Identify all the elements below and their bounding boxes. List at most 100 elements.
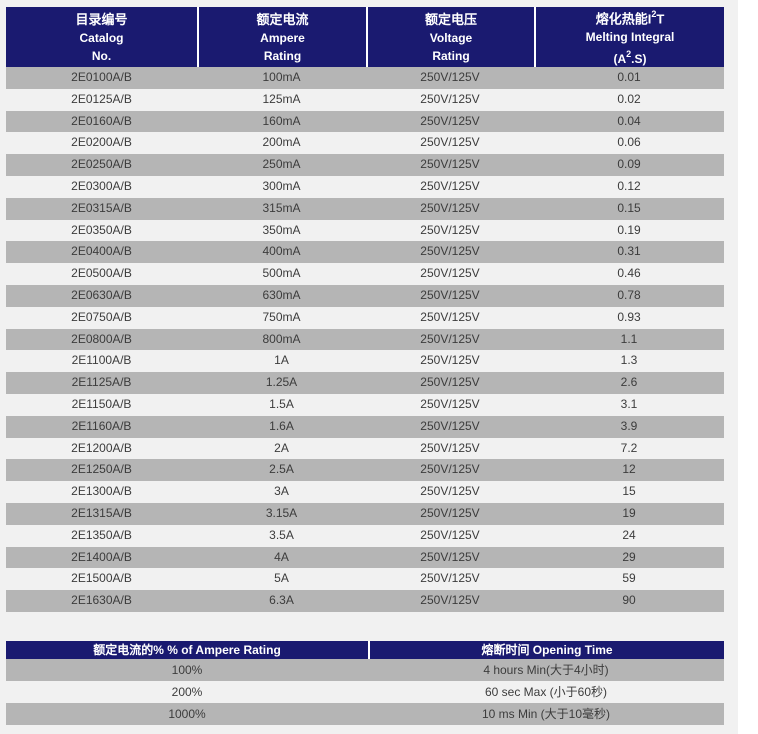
- header-catalog-en1: Catalog: [79, 30, 124, 45]
- cell-ampere-rating: 500mA: [262, 266, 301, 281]
- fuse-spec-table-header: 目录编号 Catalog No. 额定电流 Ampere Rating 额定电压…: [6, 7, 724, 67]
- cell-voltage-rating: 250V/125V: [420, 375, 480, 390]
- cell-catalog-no: 2E1350A/B: [71, 527, 132, 542]
- cell-voltage-rating: 250V/125V: [420, 462, 480, 477]
- table-row: 2E1125A/B 1.25A 250V/125V 2.6: [6, 372, 724, 394]
- table-row: 2E0315A/B 315mA 250V/125V 0.15: [6, 197, 724, 220]
- table-row: 2E0750A/B 750mA 250V/125V 0.93: [6, 306, 724, 329]
- cell-ampere-rating: 1.5A: [269, 396, 294, 411]
- cell-melting-integral: 3.1: [620, 396, 638, 411]
- header-melting-en2: (A2.S): [613, 49, 647, 67]
- cell-catalog-no: 2E1200A/B: [71, 440, 132, 455]
- table-row: 2E0100A/B 100mA 250V/125V 0.01: [6, 67, 724, 89]
- cell-opening-time: 60 sec Max (小于60秒): [484, 684, 608, 699]
- cell-ampere-rating: 1.6A: [269, 418, 294, 433]
- cell-catalog-no: 2E0125A/B: [71, 91, 132, 106]
- cell-catalog-no: 2E0250A/B: [71, 157, 132, 172]
- cell-catalog-no: 2E0400A/B: [71, 244, 132, 259]
- cell-melting-integral: 0.09: [617, 157, 641, 172]
- header-voltage-en1: Voltage: [429, 30, 473, 45]
- header-ampere-en2: Rating: [263, 48, 302, 63]
- cell-catalog-no: 2E0300A/B: [71, 178, 132, 193]
- cell-melting-integral: 0.19: [617, 222, 641, 237]
- cell-melting-integral: 15: [622, 484, 636, 499]
- cell-melting-integral: 0.78: [617, 287, 641, 302]
- cell-voltage-rating: 250V/125V: [420, 309, 480, 324]
- cell-melting-integral: 3.9: [620, 418, 638, 433]
- header-catalog-en2: No.: [91, 48, 112, 63]
- cell-melting-integral: 0.12: [617, 178, 641, 193]
- table-row: 2E1150A/B 1.5A 250V/125V 3.1: [6, 393, 724, 416]
- header-melting-cn: 熔化热能I2T: [595, 8, 665, 27]
- cell-melting-integral: 59: [622, 571, 636, 586]
- cell-ampere-rating: 750mA: [262, 309, 301, 324]
- cell-melting-integral: 0.93: [617, 309, 641, 324]
- cell-ampere-rating: 3.5A: [269, 527, 294, 542]
- cell-catalog-no: 2E1150A/B: [71, 396, 132, 411]
- cell-voltage-rating: 250V/125V: [420, 135, 480, 150]
- cell-opening-time: 4 hours Min(大于4小时): [483, 662, 609, 677]
- header-voltage-rating: 额定电压 Voltage Rating: [366, 7, 534, 67]
- table-row: 2E1300A/B 3A 250V/125V 15: [6, 481, 724, 503]
- cell-catalog-no: 2E1400A/B: [71, 549, 132, 564]
- cell-melting-integral: 0.46: [617, 266, 641, 281]
- cell-voltage-rating: 250V/125V: [420, 418, 480, 433]
- cell-voltage-rating: 250V/125V: [420, 157, 480, 172]
- cell-catalog-no: 2E0500A/B: [71, 266, 132, 281]
- fuse-spec-table-body: 2E0100A/B 100mA 250V/125V 0.01 2E0125A/B…: [6, 67, 724, 612]
- cell-voltage-rating: 250V/125V: [420, 200, 480, 215]
- cell-voltage-rating: 250V/125V: [420, 331, 480, 346]
- table-row: 2E1630A/B 6.3A 250V/125V 90: [6, 590, 724, 612]
- cell-melting-integral: 19: [622, 505, 636, 520]
- cell-ampere-rating: 1A: [274, 353, 289, 368]
- cell-melting-integral: 12: [622, 462, 636, 477]
- cell-melting-integral: 1.3: [620, 353, 638, 368]
- cell-ampere-rating: 160mA: [262, 113, 301, 128]
- header-ampere-en1: Ampere: [260, 30, 305, 45]
- cell-ampere-rating: 630mA: [262, 287, 301, 302]
- cell-melting-integral: 7.2: [620, 440, 638, 455]
- cell-voltage-rating: 250V/125V: [420, 178, 480, 193]
- cell-melting-integral: 90: [622, 593, 636, 608]
- cell-catalog-no: 2E1125A/B: [71, 375, 132, 390]
- cell-melting-integral: 29: [622, 549, 636, 564]
- cell-melting-integral: 24: [622, 527, 636, 542]
- header-voltage-cn: 额定电压: [424, 11, 477, 27]
- cell-melting-integral: 0.02: [617, 91, 641, 106]
- opening-time-table-header: 额定电流的% % of Ampere Rating 熔断时间 Opening T…: [6, 640, 724, 659]
- cell-ampere-rating: 1.25A: [265, 375, 298, 390]
- table-row: 2E0160A/B 160mA 250V/125V 0.04: [6, 110, 724, 133]
- table-row: 2E0400A/B 400mA 250V/125V 0.31: [6, 241, 724, 264]
- cell-catalog-no: 2E1630A/B: [71, 593, 132, 608]
- table-row: 1000% 10 ms Min (大于10毫秒): [6, 702, 724, 725]
- cell-ampere-rating: 125mA: [262, 91, 301, 106]
- cell-catalog-no: 2E0100A/B: [71, 70, 132, 84]
- cell-percent: 200%: [171, 684, 203, 699]
- cell-ampere-rating: 2.5A: [269, 462, 294, 477]
- cell-catalog-no: 2E1315A/B: [71, 505, 132, 520]
- table-row: 2E0200A/B 200mA 250V/125V 0.06: [6, 132, 724, 155]
- header-voltage-en2: Rating: [432, 48, 470, 63]
- cell-catalog-no: 2E1100A/B: [71, 353, 132, 368]
- cell-ampere-rating: 315mA: [262, 200, 301, 215]
- cell-melting-integral: 0.15: [617, 200, 641, 215]
- cell-melting-integral: 0.06: [617, 135, 641, 150]
- cell-ampere-rating: 250mA: [262, 157, 301, 172]
- cell-ampere-rating: 100mA: [262, 70, 301, 84]
- cell-catalog-no: 2E0630A/B: [71, 287, 132, 302]
- cell-catalog-no: 2E0315A/B: [71, 200, 132, 215]
- cell-catalog-no: 2E0350A/B: [71, 222, 132, 237]
- table-row: 2E0350A/B 350mA 250V/125V 0.19: [6, 219, 724, 242]
- header-catalog-cn: 目录编号: [75, 11, 128, 27]
- table-row: 100% 4 hours Min(大于4小时): [6, 658, 724, 681]
- cell-percent: 100%: [171, 662, 203, 677]
- cell-percent: 1000%: [168, 706, 206, 721]
- cell-catalog-no: 2E0800A/B: [71, 331, 132, 346]
- cell-ampere-rating: 350mA: [262, 222, 301, 237]
- cell-voltage-rating: 250V/125V: [420, 484, 480, 499]
- table-row: 2E0630A/B 630mA 250V/125V 0.78: [6, 284, 724, 307]
- cell-ampere-rating: 200mA: [262, 135, 301, 150]
- table-row: 2E0800A/B 800mA 250V/125V 1.1: [6, 328, 724, 351]
- cell-voltage-rating: 250V/125V: [420, 287, 480, 302]
- header-melting-integral: 熔化热能I2T Melting Integral (A2.S): [534, 7, 724, 67]
